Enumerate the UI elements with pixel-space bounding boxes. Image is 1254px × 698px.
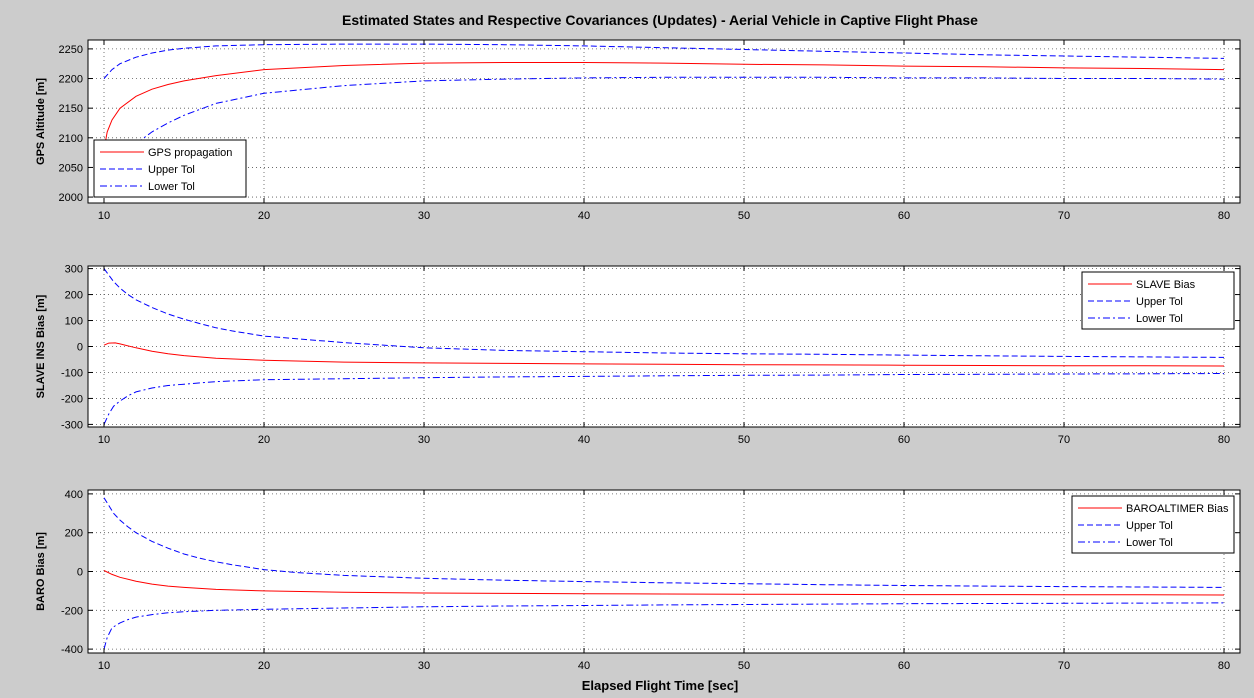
x-tick-label: 40 — [578, 434, 590, 446]
legend-entry: Upper Tol — [1126, 520, 1173, 532]
series-line-upper-tol — [103, 268, 1225, 358]
y-axis-label: BARO Bias [m] — [35, 532, 47, 611]
y-tick-label: 2050 — [59, 162, 83, 174]
series-line-slave-bias — [103, 342, 1225, 367]
x-tick-label: 10 — [98, 660, 110, 672]
x-tick-label: 50 — [738, 434, 750, 446]
subplot-3: 10 20 30 40 50 60 70 80 -400 -200 0 200 400 BARO Bias… — [35, 489, 1241, 672]
x-tick-label: 70 — [1058, 210, 1070, 222]
x-axis-label: Elapsed Flight Time [sec] — [582, 678, 739, 693]
x-tick-label: 30 — [418, 434, 430, 446]
series-line-lower-tol — [103, 602, 1225, 650]
x-tick-label: 30 — [418, 660, 430, 672]
y-tick-label: 2000 — [59, 192, 83, 204]
series-line-lower-tol — [103, 373, 1225, 425]
x-tick-label: 60 — [898, 660, 910, 672]
legend-entry: SLAVE Bias — [1136, 279, 1196, 291]
x-tick-label: 20 — [258, 210, 270, 222]
y-tick-label: 2250 — [59, 44, 83, 56]
y-tick-label: -100 — [61, 367, 83, 379]
x-tick-label: 70 — [1058, 434, 1070, 446]
subplot-1: 10 20 30 40 50 60 70 80 2000 2050 2100 2150 2200 2250… — [35, 39, 1241, 222]
legend: GPS propagation Upper Tol Lower Tol — [93, 139, 247, 198]
x-tick-label: 50 — [738, 210, 750, 222]
x-tick-label: 60 — [898, 210, 910, 222]
legend-entry: Lower Tol — [1136, 313, 1183, 325]
y-tick-label: 2100 — [59, 133, 83, 145]
x-tick-label: 10 — [98, 210, 110, 222]
x-tick-label: 40 — [578, 660, 590, 672]
y-tick-label: 2150 — [59, 103, 83, 115]
y-tick-label: 2200 — [59, 74, 83, 86]
y-tick-label: 100 — [65, 316, 83, 328]
axes-box — [87, 39, 1241, 204]
legend-entry: BAROALTIMER Bias — [1126, 503, 1229, 515]
legend: BAROALTIMER Bias Upper Tol Lower Tol — [1071, 495, 1235, 554]
legend-entry: Upper Tol — [148, 164, 195, 176]
x-tick-label: 70 — [1058, 660, 1070, 672]
x-tick-label: 20 — [258, 434, 270, 446]
series-line-baroaltimer-bias — [103, 570, 1225, 596]
y-tick-label: 0 — [77, 342, 83, 354]
legend-entry: Lower Tol — [1126, 537, 1173, 549]
y-axis-label: GPS Altitude [m] — [35, 78, 47, 165]
y-tick-label: -200 — [61, 393, 83, 405]
legend-entry: Lower Tol — [148, 181, 195, 193]
y-tick-label: -300 — [61, 419, 83, 431]
y-tick-label: -400 — [61, 644, 83, 656]
legend-entry: Upper Tol — [1136, 296, 1183, 308]
x-tick-label: 10 — [98, 434, 110, 446]
legend: SLAVE Bias Upper Tol Lower Tol — [1081, 271, 1235, 330]
x-tick-label: 80 — [1218, 210, 1230, 222]
x-tick-label: 80 — [1218, 660, 1230, 672]
y-tick-label: -200 — [61, 605, 83, 617]
y-axis-label: SLAVE INS Bias [m] — [35, 294, 47, 398]
x-tick-label: 50 — [738, 660, 750, 672]
y-tick-label: 200 — [65, 290, 83, 302]
x-tick-label: 30 — [418, 210, 430, 222]
series-line-upper-tol — [103, 497, 1225, 588]
subplot-2: 10 20 30 40 50 60 70 80 -300 -200 -100 0 100 200 300 SL… — [35, 264, 1241, 446]
legend-entry: GPS propagation — [148, 147, 232, 159]
series-line-lower-tol — [135, 76, 1225, 145]
y-tick-label: 0 — [77, 567, 83, 579]
y-tick-label: 400 — [65, 489, 83, 501]
x-tick-label: 20 — [258, 660, 270, 672]
x-tick-label: 40 — [578, 210, 590, 222]
x-tick-label: 80 — [1218, 434, 1230, 446]
series-line-gps-propagation — [103, 62, 1225, 150]
subplots: 10 20 30 40 50 60 70 80200020502100215022002250… — [35, 39, 1241, 672]
plot-area — [88, 40, 1240, 203]
figure-title: Estimated States and Respective Covarian… — [342, 12, 978, 28]
x-tick-label: 60 — [898, 434, 910, 446]
series-line-upper-tol — [103, 43, 1225, 79]
y-tick-label: 300 — [65, 264, 83, 276]
y-tick-label: 200 — [65, 528, 83, 540]
